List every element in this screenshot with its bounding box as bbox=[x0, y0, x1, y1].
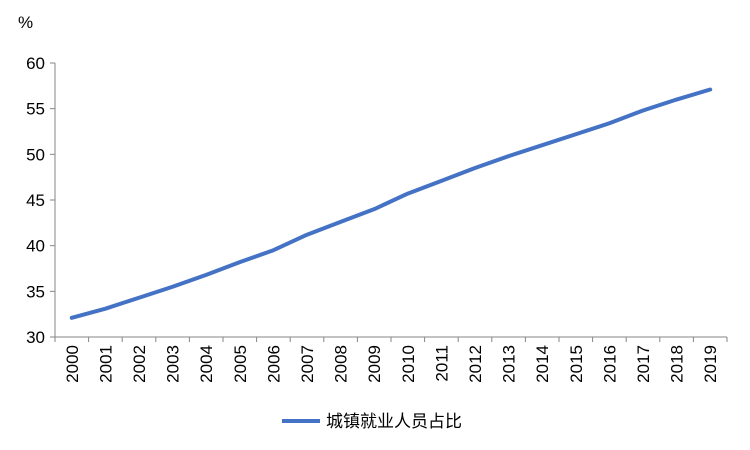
x-tick-label: 2005 bbox=[231, 345, 250, 383]
x-tick-label: 2008 bbox=[332, 345, 351, 383]
y-tick-label: 55 bbox=[26, 100, 45, 119]
x-tick-label: 2001 bbox=[96, 345, 115, 383]
x-tick-label: 2013 bbox=[500, 345, 519, 383]
x-tick-label: 2003 bbox=[164, 345, 183, 383]
legend-label: 城镇就业人员占比 bbox=[326, 412, 462, 431]
x-tick-label: 2009 bbox=[365, 345, 384, 383]
x-tick-label: 2014 bbox=[533, 345, 552, 383]
x-tick-label: 2011 bbox=[432, 345, 451, 382]
series-line bbox=[69, 87, 713, 320]
x-tick-label: 2006 bbox=[264, 345, 283, 383]
x-tick-label: 2007 bbox=[298, 345, 317, 383]
y-tick-label: 60 bbox=[26, 54, 45, 73]
y-tick-label: 50 bbox=[26, 145, 45, 164]
x-tick-label: 2004 bbox=[197, 345, 216, 383]
x-tick-label: 2017 bbox=[634, 345, 653, 383]
y-unit-label: % bbox=[18, 13, 33, 32]
y-tick-label: 35 bbox=[26, 282, 45, 301]
x-tick-label: 2000 bbox=[63, 345, 82, 383]
y-tick-label: 40 bbox=[26, 237, 45, 256]
x-tick-label: 2010 bbox=[399, 345, 418, 383]
x-tick-label: 2018 bbox=[668, 345, 687, 383]
x-tick-label: 2015 bbox=[567, 345, 586, 383]
x-tick-label: 2016 bbox=[600, 345, 619, 383]
y-tick-label: 30 bbox=[26, 328, 45, 347]
x-tick-label: 2002 bbox=[130, 345, 149, 383]
x-tick-label: 2019 bbox=[701, 345, 720, 383]
y-tick-label: 45 bbox=[26, 191, 45, 210]
x-tick-label: 2012 bbox=[466, 345, 485, 383]
